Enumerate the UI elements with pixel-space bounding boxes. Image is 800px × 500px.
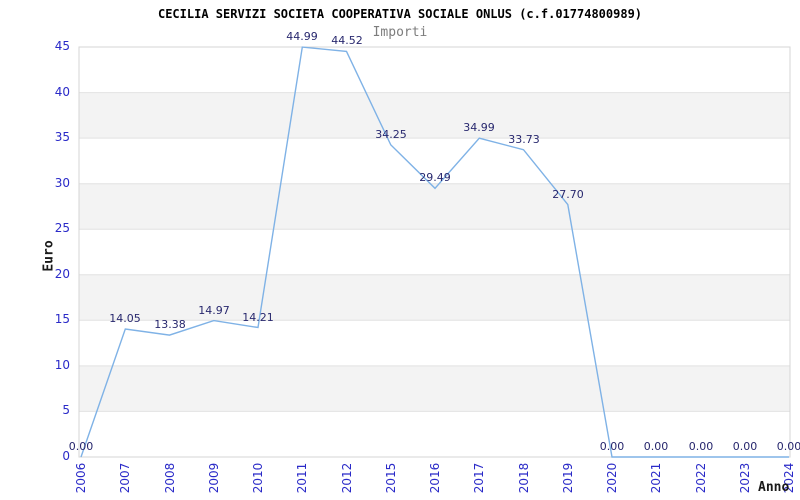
chart-legend-importi: Importi: [372, 25, 428, 40]
x-tick-label: 2012: [340, 462, 354, 494]
x-tick-label: 2008: [163, 462, 177, 494]
x-tick-label: 2022: [694, 462, 708, 494]
grid-band: [79, 183, 790, 230]
data-label: 14.21: [242, 311, 274, 324]
y-tick-label: 30: [54, 176, 70, 190]
x-tick-label: 2006: [74, 462, 88, 494]
data-label: 0.00: [68, 440, 94, 453]
data-label: 0.00: [643, 440, 669, 453]
data-label: 44.52: [331, 34, 363, 47]
data-label: 44.99: [286, 30, 318, 43]
y-tick-label: 10: [54, 358, 70, 372]
y-tick-label: 35: [54, 130, 70, 144]
y-tick-label: 0: [62, 449, 70, 463]
data-label: 0.00: [599, 440, 625, 453]
plot-border: [78, 46, 791, 458]
grid-band: [79, 92, 790, 139]
x-tick-label: 2021: [649, 462, 663, 494]
x-tick-label: 2017: [472, 462, 486, 494]
data-label: 13.38: [154, 318, 186, 331]
x-tick-label: 2015: [384, 462, 398, 494]
y-tick-label: 45: [54, 39, 70, 53]
y-tick-label: 25: [54, 221, 70, 235]
x-tick-label: 2018: [517, 462, 531, 494]
x-tick-label: 2009: [207, 462, 221, 494]
y-tick-label: 20: [54, 267, 70, 281]
data-label: 29.49: [419, 171, 451, 184]
data-label: 0.00: [776, 440, 800, 453]
grid-band: [79, 365, 790, 412]
x-tick-label: 2010: [251, 462, 265, 494]
data-label: 0.00: [732, 440, 758, 453]
data-label: 34.99: [463, 121, 495, 134]
y-tick-label: 40: [54, 85, 70, 99]
x-tick-label: 2020: [605, 462, 619, 494]
chart-title: CECILIA SERVIZI SOCIETA COOPERATIVA SOCI…: [157, 7, 643, 21]
importi-line-series: [80, 46, 789, 458]
x-tick-label: 2011: [295, 462, 309, 494]
x-tick-label: 2016: [428, 462, 442, 494]
data-label: 27.70: [552, 188, 584, 201]
y-tick-label: 15: [54, 312, 70, 326]
x-tick-label: 2019: [561, 462, 575, 494]
grid-band: [79, 274, 790, 321]
data-label: 34.25: [375, 128, 407, 141]
data-label: 33.73: [508, 133, 540, 146]
x-tick-label: 2023: [738, 462, 752, 494]
x-tick-label: 2007: [118, 462, 132, 494]
data-label: 14.97: [198, 304, 230, 317]
data-label: 14.05: [109, 312, 141, 325]
data-label: 0.00: [688, 440, 714, 453]
y-tick-label: 5: [62, 403, 70, 417]
x-axis-label: Anno: [758, 480, 790, 495]
